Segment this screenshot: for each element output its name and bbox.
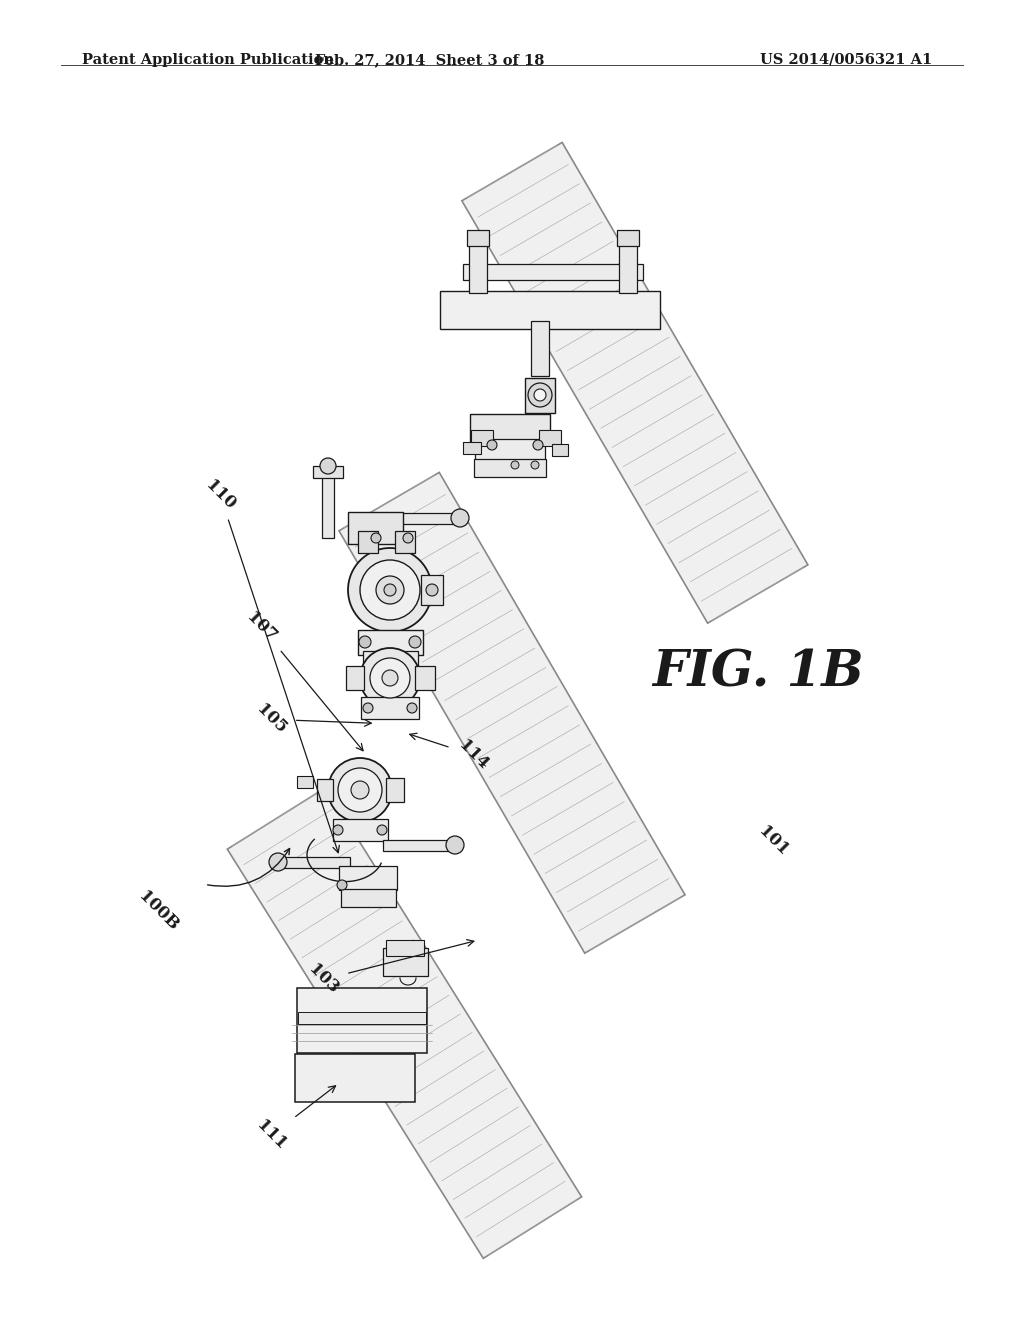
Polygon shape [317,779,333,801]
Circle shape [403,533,413,543]
Text: 105: 105 [253,701,372,738]
Circle shape [370,657,410,698]
Text: 100B: 100B [135,887,182,935]
Circle shape [409,636,421,648]
Circle shape [531,461,539,469]
Polygon shape [347,512,402,544]
Polygon shape [357,630,423,655]
Circle shape [451,510,469,527]
Polygon shape [395,531,415,553]
Polygon shape [280,857,350,867]
Text: 107: 107 [243,609,364,751]
Text: US 2014/0056321 A1: US 2014/0056321 A1 [760,53,932,67]
Text: 101: 101 [755,822,792,859]
Polygon shape [462,143,808,623]
Circle shape [376,576,404,605]
Polygon shape [298,1012,426,1024]
Polygon shape [415,667,435,690]
Circle shape [338,768,382,812]
Polygon shape [552,444,568,455]
Polygon shape [467,230,489,246]
Polygon shape [531,321,549,375]
Polygon shape [339,866,397,890]
Polygon shape [475,440,545,461]
Polygon shape [297,987,427,1052]
Polygon shape [474,459,546,477]
Circle shape [426,583,438,597]
Polygon shape [421,576,443,605]
Circle shape [511,461,519,469]
Polygon shape [386,777,404,803]
Polygon shape [618,238,637,293]
Circle shape [377,825,387,836]
Circle shape [360,560,420,620]
Polygon shape [440,290,660,329]
Circle shape [328,758,392,822]
Polygon shape [362,651,418,669]
Polygon shape [358,531,378,553]
Text: 110: 110 [202,477,339,853]
Polygon shape [386,940,424,956]
Circle shape [371,533,381,543]
Polygon shape [392,512,458,524]
Circle shape [487,440,497,450]
Circle shape [337,880,347,890]
Polygon shape [617,230,639,246]
Polygon shape [313,466,343,478]
Polygon shape [297,776,313,788]
Circle shape [362,704,373,713]
Text: 111: 111 [253,1086,336,1154]
Polygon shape [333,818,387,841]
Polygon shape [227,788,582,1258]
Polygon shape [339,473,685,953]
Text: 114: 114 [410,733,492,774]
Circle shape [384,583,396,597]
Circle shape [359,636,371,648]
Polygon shape [539,430,561,446]
Circle shape [351,781,369,799]
Polygon shape [361,697,419,719]
Polygon shape [295,1053,415,1102]
Polygon shape [525,378,555,412]
Circle shape [348,548,432,632]
Polygon shape [470,414,550,442]
Polygon shape [469,238,487,293]
Polygon shape [322,473,334,537]
Text: FIG. 1B: FIG. 1B [652,648,863,698]
Circle shape [534,440,543,450]
Polygon shape [346,667,364,690]
Text: Patent Application Publication: Patent Application Publication [82,53,334,67]
Polygon shape [383,948,427,975]
Text: Feb. 27, 2014  Sheet 3 of 18: Feb. 27, 2014 Sheet 3 of 18 [315,53,545,67]
Circle shape [534,389,546,401]
Circle shape [269,853,287,871]
Circle shape [319,458,336,474]
Circle shape [528,383,552,407]
Circle shape [333,825,343,836]
Circle shape [407,704,417,713]
Polygon shape [471,430,493,446]
Polygon shape [341,888,395,907]
Text: 103: 103 [305,940,474,998]
Polygon shape [463,264,643,280]
Polygon shape [383,840,453,850]
Circle shape [360,648,420,708]
Circle shape [446,836,464,854]
Polygon shape [463,442,481,454]
Circle shape [382,671,398,686]
